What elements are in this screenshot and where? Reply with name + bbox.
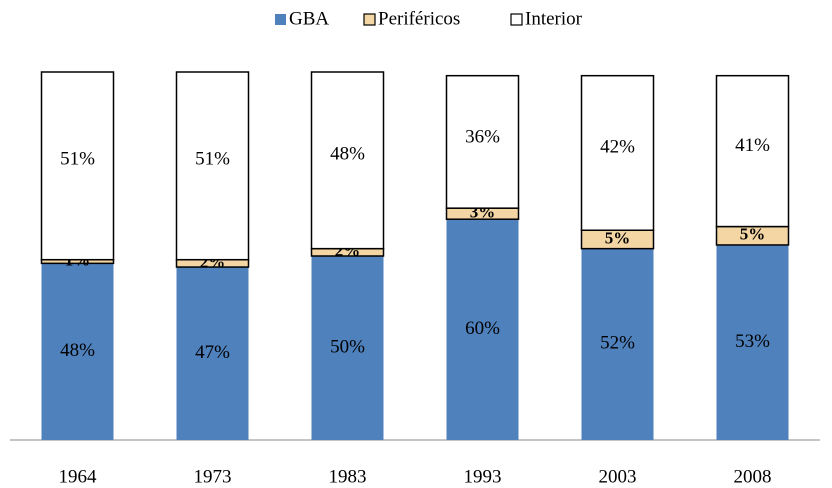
data-label: 60% — [465, 318, 500, 339]
x-tick-label: 2008 — [734, 466, 772, 487]
x-tick-label: 1983 — [329, 466, 367, 487]
bar-segment — [175, 71, 250, 261]
data-label: 42% — [600, 137, 635, 158]
bar-segment — [580, 74, 655, 231]
bar-segment — [581, 248, 654, 440]
bar-segment — [715, 74, 790, 228]
bar-segment — [446, 219, 519, 440]
data-label: 51% — [60, 149, 95, 170]
legend-label: GBA — [289, 8, 329, 29]
data-label: 47% — [195, 342, 230, 363]
legend-swatch — [275, 14, 286, 25]
data-label: 50% — [330, 336, 365, 357]
data-label: 41% — [735, 135, 770, 156]
data-label: 5% — [605, 228, 631, 247]
x-tick-label: 1993 — [464, 466, 502, 487]
data-label: 36% — [465, 126, 500, 147]
data-label: 51% — [195, 149, 230, 170]
x-tick-label: 2003 — [599, 466, 637, 487]
legend-label: Periféricos — [378, 8, 460, 29]
x-tick-label: 1964 — [59, 466, 98, 487]
bar-segment — [176, 267, 249, 440]
bar-segment — [40, 71, 115, 261]
data-label: 48% — [330, 143, 365, 164]
bar-segment — [310, 71, 385, 250]
data-label: 53% — [735, 331, 770, 352]
bar-segment — [41, 263, 114, 440]
bar-segment — [716, 244, 789, 440]
data-label: 5% — [740, 225, 766, 244]
bar-segment — [311, 256, 384, 440]
legend-swatch — [510, 13, 523, 26]
bar-segment — [445, 74, 520, 209]
x-tick-label: 1973 — [194, 466, 232, 487]
legend-swatch — [363, 13, 376, 26]
legend-label: Interior — [525, 8, 583, 29]
data-label: 52% — [600, 333, 635, 354]
data-label: 48% — [60, 340, 95, 361]
